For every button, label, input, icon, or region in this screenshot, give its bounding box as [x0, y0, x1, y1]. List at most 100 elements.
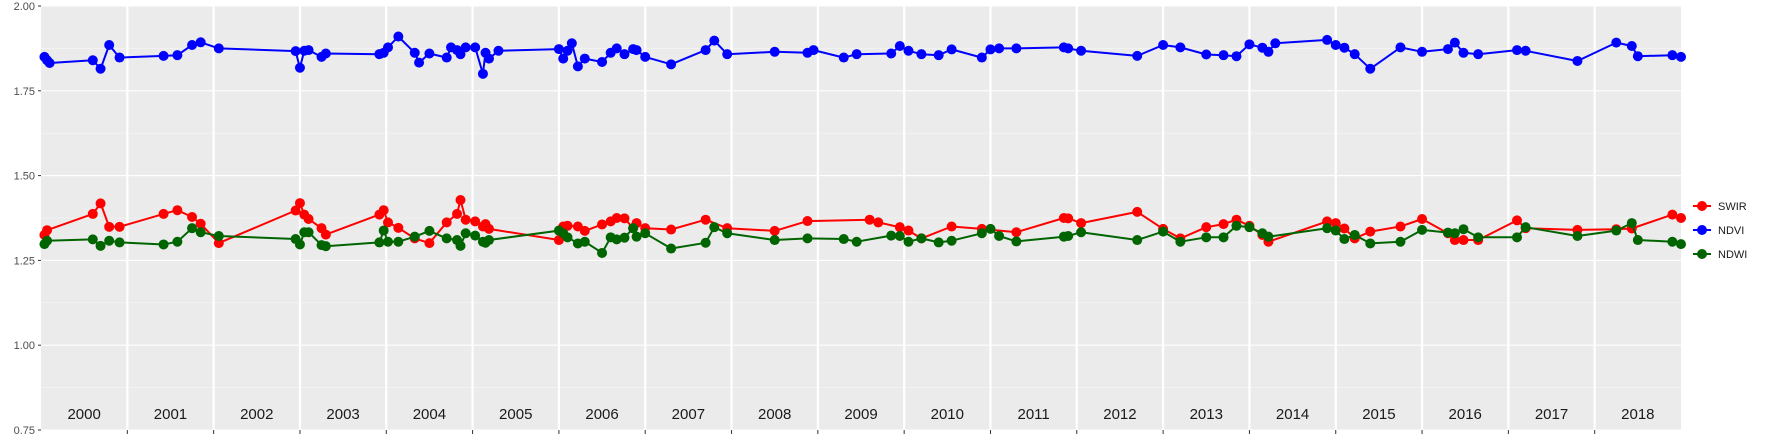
data-point: [1175, 42, 1186, 53]
data-point: [1458, 235, 1469, 246]
data-point: [1473, 232, 1484, 243]
data-point: [1676, 51, 1686, 62]
data-point: [597, 219, 608, 230]
data-point: [562, 232, 573, 243]
year-label: 2015: [1362, 406, 1395, 423]
legend-point: [1697, 249, 1707, 259]
data-point: [1339, 223, 1350, 234]
data-point: [1231, 51, 1242, 62]
data-point: [1218, 232, 1229, 243]
year-label: 2013: [1190, 406, 1223, 423]
data-point: [1132, 235, 1143, 246]
data-point: [320, 241, 331, 252]
data-point: [1667, 236, 1678, 247]
data-point: [320, 48, 331, 59]
data-point: [393, 222, 404, 233]
data-point: [802, 216, 813, 227]
data-point: [619, 213, 630, 224]
year-label: 2007: [672, 406, 705, 423]
data-point: [441, 217, 452, 228]
data-point: [460, 228, 471, 239]
data-point: [1458, 224, 1469, 235]
year-label: 2010: [931, 406, 964, 423]
data-point: [1365, 238, 1376, 249]
data-point: [1442, 44, 1453, 55]
data-point: [640, 51, 651, 62]
year-label: 2008: [758, 406, 791, 423]
data-point: [172, 236, 183, 247]
data-point: [409, 231, 420, 242]
data-point: [916, 233, 927, 244]
data-point: [470, 230, 481, 241]
data-point: [393, 236, 404, 247]
data-point: [666, 59, 677, 70]
data-point: [1349, 49, 1360, 60]
data-point: [1339, 234, 1350, 245]
data-point: [722, 228, 733, 239]
data-point: [700, 45, 711, 56]
data-point: [579, 53, 590, 64]
data-point: [894, 41, 905, 52]
data-point: [619, 232, 630, 243]
legend-point: [1697, 225, 1707, 235]
data-point: [1132, 50, 1143, 61]
data-point: [808, 45, 819, 56]
data-point: [1611, 225, 1622, 236]
data-point: [1201, 222, 1212, 233]
data-point: [628, 223, 639, 234]
data-point: [566, 38, 577, 49]
data-point: [294, 62, 305, 73]
data-point: [1632, 51, 1643, 62]
data-point: [1572, 55, 1583, 66]
data-point: [1417, 46, 1428, 57]
year-label: 2001: [154, 406, 187, 423]
data-point: [1512, 232, 1522, 243]
data-point: [213, 238, 224, 249]
data-point: [374, 237, 385, 248]
data-point: [95, 240, 106, 251]
year-label: 2006: [585, 406, 618, 423]
data-point: [393, 31, 404, 42]
data-point: [187, 211, 198, 222]
y-tick-label: 1.50: [14, 171, 35, 183]
minor-grid: [41, 48, 1681, 388]
data-point: [933, 237, 944, 248]
legend-item-swir: SWIR: [1692, 196, 1747, 216]
data-point: [1011, 236, 1022, 247]
year-label: 2002: [240, 406, 273, 423]
data-point: [1244, 39, 1255, 50]
year-label: 2012: [1103, 406, 1136, 423]
data-point: [1201, 232, 1212, 243]
data-point: [903, 236, 914, 247]
data-point: [722, 49, 733, 60]
data-point: [44, 57, 55, 68]
data-point: [42, 225, 53, 236]
data-point: [985, 44, 996, 55]
data-point: [1218, 219, 1229, 230]
data-point: [553, 44, 564, 55]
data-point: [886, 48, 897, 59]
data-point: [1076, 227, 1087, 238]
data-point: [303, 45, 314, 56]
data-point: [172, 205, 183, 216]
data-point: [42, 235, 53, 246]
data-point: [195, 227, 206, 238]
data-point: [864, 214, 875, 225]
data-point: [572, 61, 583, 72]
year-label: 2016: [1449, 406, 1482, 423]
data-point: [558, 53, 569, 64]
data-point: [611, 213, 622, 223]
data-point: [455, 240, 466, 251]
data-point: [455, 49, 466, 60]
data-point: [1132, 206, 1143, 217]
data-point: [1330, 218, 1341, 229]
legend-item-ndvi: NDVI: [1692, 220, 1744, 240]
x-axis: [126, 430, 1596, 434]
data-point: [873, 217, 884, 228]
legend-point: [1697, 201, 1707, 211]
data-point: [1395, 236, 1406, 247]
data-point: [838, 234, 849, 245]
data-point: [597, 56, 608, 67]
data-point: [470, 216, 481, 227]
